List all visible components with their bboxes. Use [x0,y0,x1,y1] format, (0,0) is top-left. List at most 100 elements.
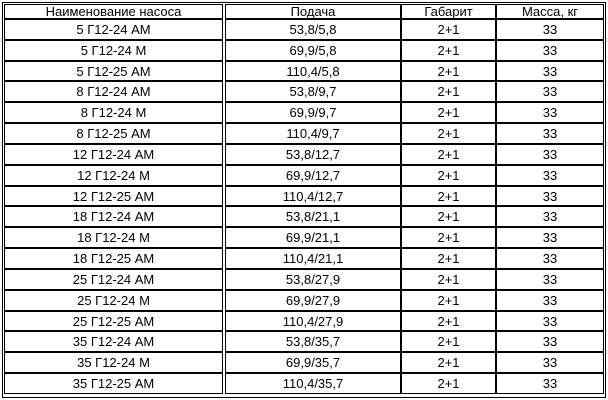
gabarit-cell: 2+1 [401,164,496,186]
table-row: 110,4/12,7 2+1 33 [225,185,604,207]
massa-cell: 33 [496,289,604,311]
table-row: 25 Г12-25 АМ [4,310,223,332]
pump-name-cell: 25 Г12-24 М [4,289,223,311]
table-row: 53,8/9,7 2+1 33 [225,81,604,103]
table-row: 69,9/5,8 2+1 33 [225,39,604,61]
gabarit-cell: 2+1 [401,206,496,228]
table-row: 53,8/21,1 2+1 33 [225,206,604,228]
table-row: 12 Г12-24 М [4,164,223,186]
podacha-cell: 69,9/21,1 [225,227,401,249]
massa-cell: 33 [496,102,604,124]
table-row: 53,8/35,7 2+1 33 [225,331,604,353]
podacha-cell: 69,9/5,8 [225,39,401,61]
gabarit-cell: 2+1 [401,19,496,40]
pump-name-cell: 18 Г12-24 М [4,227,223,249]
massa-cell: 33 [496,352,604,374]
table-row: 110,4/35,7 2+1 33 [225,373,604,394]
massa-cell: 33 [496,60,604,82]
pump-data-header: Подача Габарит Масса, кг [225,4,604,19]
podacha-cell: 53,8/12,7 [225,143,401,165]
table-row: 12 Г12-24 АМ [4,143,223,165]
pump-name-cell: 18 Г12-25 АМ [4,248,223,269]
table-row: 69,9/27,9 2+1 33 [225,289,604,311]
column-header-podacha: Подача [225,4,401,19]
pump-data-table: Подача Габарит Масса, кг 53,8/5,8 2+1 33 69… [225,4,604,394]
table-row: 25 Г12-24 М [4,289,223,311]
table-row: 18 Г12-25 АМ [4,248,223,269]
table-row: 69,9/21,1 2+1 33 [225,227,604,249]
pump-name-column-table: Наименование насоса 5 Г12-24 АМ 5 Г12-24 … [4,4,223,394]
podacha-cell: 110,4/5,8 [225,60,401,82]
table-row: 53,8/12,7 2+1 33 [225,143,604,165]
table-row: 110,4/27,9 2+1 33 [225,310,604,332]
podacha-cell: 69,9/27,9 [225,289,401,311]
table-row: 69,9/35,7 2+1 33 [225,352,604,374]
gabarit-cell: 2+1 [401,123,496,144]
podacha-cell: 53,8/35,7 [225,331,401,353]
massa-cell: 33 [496,19,604,40]
massa-unit-spellcheck-underline: кг [567,4,579,19]
table-row: 110,4/9,7 2+1 33 [225,123,604,144]
table-row: 5 Г12-24 АМ [4,19,223,40]
massa-cell: 33 [496,248,604,269]
podacha-cell: 110,4/27,9 [225,310,401,332]
gabarit-cell: 2+1 [401,373,496,394]
gabarit-cell: 2+1 [401,227,496,249]
gabarit-cell: 2+1 [401,102,496,124]
pump-name-cell: 12 Г12-25 АМ [4,185,223,207]
pump-name-cell: 12 Г12-24 М [4,164,223,186]
gabarit-cell: 2+1 [401,60,496,82]
podacha-cell: 110,4/12,7 [225,185,401,207]
gabarit-cell: 2+1 [401,289,496,311]
podacha-cell: 53,8/5,8 [225,19,401,40]
column-header-gabarit: Габарит [401,4,496,19]
column-header-massa: Масса, кг [496,4,604,19]
table-row: 5 Г12-24 М [4,39,223,61]
pump-name-cell: 35 Г12-24 М [4,352,223,374]
pump-name-cell: 5 Г12-24 АМ [4,19,223,40]
gabarit-cell: 2+1 [401,331,496,353]
column-header-name: Наименование насоса [4,4,223,19]
table-row: 8 Г12-25 АМ [4,123,223,144]
header-row: Подача Габарит Масса, кг [225,4,604,19]
podacha-cell: 69,9/12,7 [225,164,401,186]
table-row: 8 Г12-24 АМ [4,81,223,103]
massa-cell: 33 [496,81,604,103]
massa-cell: 33 [496,164,604,186]
massa-cell: 33 [496,39,604,61]
pump-name-cell: 8 Г12-24 М [4,102,223,124]
table-row: 8 Г12-24 М [4,102,223,124]
table-row: 35 Г12-25 АМ [4,373,223,394]
table-row: 12 Г12-25 АМ [4,185,223,207]
gabarit-cell: 2+1 [401,185,496,207]
podacha-cell: 69,9/9,7 [225,102,401,124]
pump-name-cell: 35 Г12-24 АМ [4,331,223,353]
podacha-cell: 110,4/21,1 [225,248,401,269]
gabarit-cell: 2+1 [401,352,496,374]
table-row: 110,4/5,8 2+1 33 [225,60,604,82]
massa-cell: 33 [496,373,604,394]
pump-data-body: 53,8/5,8 2+1 33 69,9/5,8 2+1 33 110,4/5,8 2+1 33… [225,19,604,394]
podacha-cell: 69,9/35,7 [225,352,401,374]
table-row: 5 Г12-25 АМ [4,60,223,82]
massa-cell: 33 [496,268,604,290]
pump-name-cell: 8 Г12-24 АМ [4,81,223,103]
podacha-cell: 53,8/27,9 [225,268,401,290]
gabarit-cell: 2+1 [401,143,496,165]
table-row: 35 Г12-24 АМ [4,331,223,353]
table-row: 18 Г12-24 М [4,227,223,249]
gabarit-cell: 2+1 [401,81,496,103]
table-row: 110,4/21,1 2+1 33 [225,248,604,269]
pump-name-cell: 5 Г12-24 М [4,39,223,61]
table-row: 69,9/9,7 2+1 33 [225,102,604,124]
gabarit-cell: 2+1 [401,310,496,332]
massa-cell: 33 [496,227,604,249]
pump-name-cell: 12 Г12-24 АМ [4,143,223,165]
podacha-cell: 53,8/21,1 [225,206,401,228]
header-row: Наименование насоса [4,4,223,19]
pump-name-header: Наименование насоса [4,4,223,19]
massa-cell: 33 [496,123,604,144]
gabarit-cell: 2+1 [401,268,496,290]
